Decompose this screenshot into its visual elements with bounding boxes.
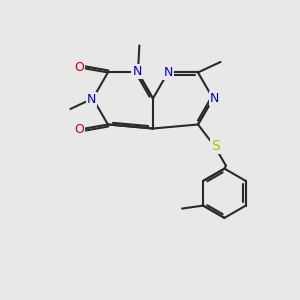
- Text: O: O: [74, 123, 84, 136]
- Text: N: N: [87, 93, 96, 106]
- Text: O: O: [74, 61, 84, 74]
- Text: N: N: [132, 65, 142, 78]
- Text: N: N: [210, 92, 219, 105]
- Text: N: N: [163, 66, 172, 79]
- Text: S: S: [212, 139, 220, 153]
